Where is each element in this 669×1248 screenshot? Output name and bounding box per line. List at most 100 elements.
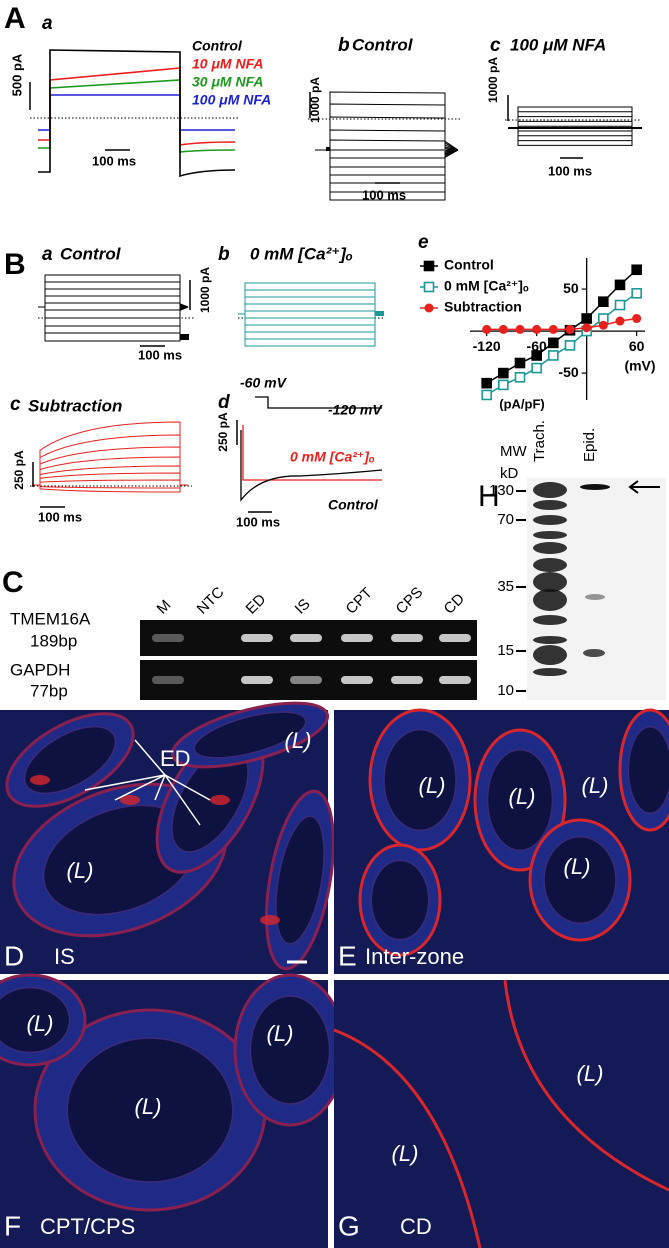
tubule-lumen — [543, 836, 617, 924]
label: 100 ms — [362, 187, 406, 202]
y-tick-label: -50 — [558, 364, 578, 380]
point — [498, 379, 509, 391]
mw-marker: 10 — [497, 682, 514, 699]
label: 250 pA — [216, 412, 230, 452]
label: 1000 pA — [308, 77, 322, 123]
blot-band — [583, 649, 605, 657]
tubule-lumen — [383, 728, 457, 832]
label: 0 mM [Ca²⁺]ₒ — [290, 449, 375, 465]
tubule-lumen — [627, 726, 669, 814]
point — [514, 357, 526, 369]
point — [631, 287, 642, 299]
label: 100 ms — [38, 509, 82, 524]
label: A — [4, 2, 26, 35]
label: (L) — [27, 1011, 54, 1036]
label: d — [218, 392, 230, 413]
blot-band — [533, 515, 567, 525]
trace — [38, 94, 235, 131]
gel-band — [439, 634, 471, 642]
legend-marker — [423, 281, 435, 293]
label: CPT/CPS — [40, 1214, 135, 1239]
trace-mark — [375, 311, 384, 316]
pointer — [114, 774, 166, 801]
label: 100 ms — [138, 347, 182, 362]
label: 100 ms — [548, 163, 592, 178]
y-tick-label: 50 — [563, 280, 579, 296]
gel-band — [341, 634, 373, 642]
mw-marker: 130 — [489, 482, 514, 499]
label: Inter-zone — [365, 944, 464, 969]
tubule-lumen — [486, 748, 554, 852]
trace — [32, 472, 188, 486]
label: 250 pA — [12, 450, 26, 490]
label: (L) — [67, 858, 94, 883]
series-line — [486, 317, 637, 331]
voltage-protocol — [255, 396, 382, 409]
blot-band — [533, 589, 567, 611]
point — [548, 337, 559, 349]
legend-entry: Subtraction — [444, 299, 522, 315]
label: CD — [400, 1214, 432, 1239]
size-label: 189bp — [30, 631, 77, 650]
blot-band — [533, 531, 567, 539]
label: b — [338, 35, 350, 56]
gel-band — [391, 634, 423, 642]
point — [548, 350, 559, 361]
x-tick-label: 60 — [629, 338, 645, 354]
label: (L) — [135, 1094, 162, 1119]
trace — [32, 456, 188, 486]
tubule-lumen — [66, 1037, 234, 1183]
gel-band — [241, 634, 273, 642]
trace — [38, 49, 236, 178]
pointer — [164, 774, 211, 801]
label: 100 ms — [92, 153, 136, 168]
trace-mark — [326, 147, 330, 151]
x-tick-label: -120 — [473, 338, 501, 354]
point — [614, 279, 626, 291]
legend-marker — [423, 260, 435, 272]
point — [481, 389, 492, 401]
point — [532, 324, 542, 334]
label: C — [2, 566, 24, 599]
label: (L) — [392, 1141, 419, 1166]
series-line — [486, 292, 638, 396]
blot-band — [533, 500, 567, 510]
label: (L) — [419, 773, 446, 798]
lane-label: Trach. — [531, 420, 548, 462]
gel-band — [341, 676, 373, 684]
ed-stain — [210, 795, 230, 805]
y-axis-label: (pA/pF) — [499, 396, 544, 411]
legend-marker — [424, 303, 434, 313]
trace — [242, 425, 382, 481]
trace — [240, 430, 383, 502]
point — [481, 377, 492, 389]
label: a — [42, 13, 53, 34]
label: c — [490, 35, 501, 56]
label: 1000 pA — [486, 57, 500, 103]
blot-band — [533, 572, 567, 592]
tubule-lumen — [370, 859, 430, 941]
blot-band — [585, 594, 605, 600]
label: 500 pA — [9, 53, 24, 96]
label: (L) — [564, 854, 591, 879]
label: G — [338, 1210, 360, 1241]
label: e — [418, 232, 429, 253]
label: 100 ms — [236, 514, 280, 529]
blot-band — [533, 668, 567, 676]
point — [531, 362, 542, 374]
label: c — [10, 394, 21, 415]
trace — [32, 421, 188, 486]
arrow — [628, 480, 660, 494]
label: -60 mV — [240, 375, 288, 391]
size-label: 77bp — [30, 681, 68, 700]
point — [498, 324, 508, 334]
blot-band — [580, 484, 610, 490]
label: Control — [328, 497, 379, 513]
blot-band — [533, 636, 567, 644]
point — [515, 324, 525, 334]
label: H — [478, 480, 500, 513]
point — [498, 367, 509, 379]
blot-band — [533, 645, 567, 665]
legend-entry: Control — [192, 38, 243, 54]
label: -120 mV — [328, 402, 383, 418]
